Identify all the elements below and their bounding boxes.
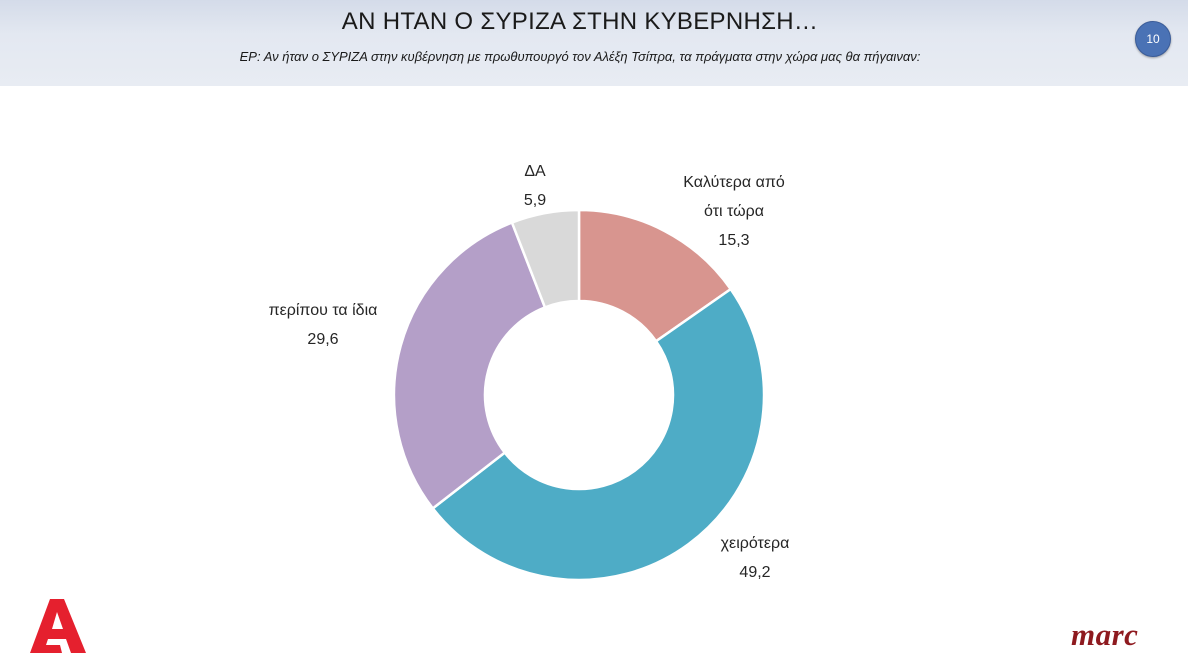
slice-category-label-0: ότι τώρα: [704, 203, 764, 220]
slice-category-label-0: Καλύτερα από: [683, 174, 785, 191]
question-subtitle: ΕΡ: Αν ήταν ο ΣΥΡΙΖΑ στην κυβέρνηση με π…: [239, 49, 921, 64]
page-number-badge: 10: [1135, 21, 1171, 57]
slice-category-label-3: ΔΑ: [524, 163, 546, 180]
marc-logo: marc: [1071, 617, 1139, 652]
slice-value-label-2: 29,6: [307, 331, 338, 348]
slice-category-label-1: χειρότερα: [721, 535, 790, 552]
donut-slice-1: [431, 287, 766, 582]
slice-category-label-2: περίπου τα ίδια: [269, 302, 378, 319]
header-bar: ΑΝ ΗΤΑΝ Ο ΣΥΡΙΖΑ ΣΤΗΝ ΚΥΒΕΡΝΗΣΗ… ΕΡ: Αν …: [0, 0, 1188, 86]
donut-slice-2: [392, 220, 547, 511]
slice-value-label-0: 15,3: [718, 232, 749, 249]
slice-value-label-1: 49,2: [739, 564, 770, 581]
alpha-tv-logo: [30, 599, 86, 653]
donut-slice-3: [510, 208, 581, 310]
slice-value-label-3: 5,9: [524, 192, 546, 209]
page-title: ΑΝ ΗΤΑΝ Ο ΣΥΡΙΖΑ ΣΤΗΝ ΚΥΒΕΡΝΗΣΗ…: [341, 8, 819, 35]
alpha-logo-mark: [30, 599, 86, 653]
